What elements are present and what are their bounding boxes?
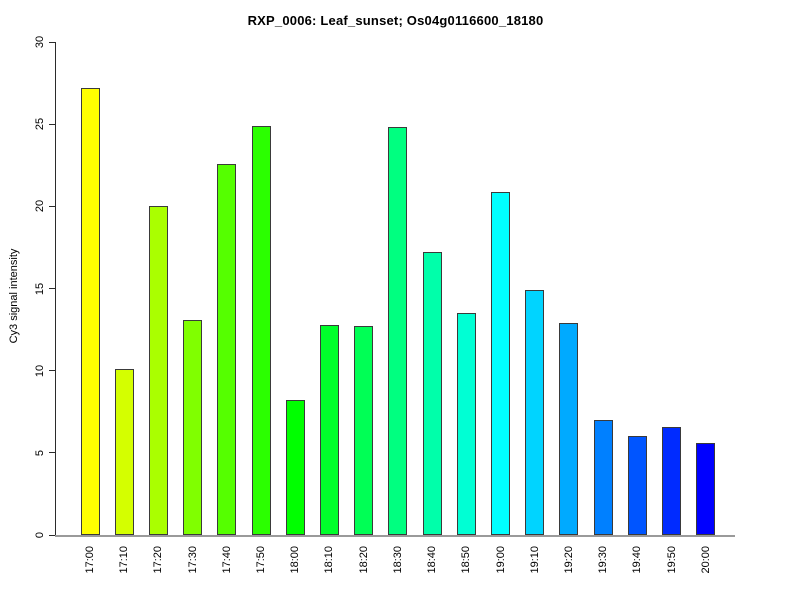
y-tick bbox=[49, 123, 55, 125]
x-tick-label: 18:50 bbox=[460, 546, 473, 574]
x-tick-label: 20:00 bbox=[699, 546, 712, 574]
bar bbox=[491, 191, 511, 535]
plot-area: 0 5 10 15 20 25 30 17:00 17:10 17:20 17:30 17:40 17:… bbox=[34, 36, 735, 574]
bar bbox=[251, 125, 271, 535]
y-tick-label: 25 bbox=[34, 118, 46, 131]
y-tick bbox=[49, 452, 55, 454]
bar bbox=[456, 313, 476, 535]
bar bbox=[388, 127, 408, 535]
y-axis-label: Cy3 signal intensity bbox=[8, 248, 20, 344]
y-tick bbox=[49, 205, 55, 207]
x-tick-label: 18:10 bbox=[323, 546, 336, 574]
x-tick-label: 17:40 bbox=[220, 546, 233, 574]
y-axis-line bbox=[55, 42, 56, 536]
y-tick-label: 20 bbox=[34, 200, 46, 213]
bar bbox=[627, 436, 647, 535]
x-tick-label: 17:00 bbox=[84, 546, 96, 574]
bar bbox=[80, 88, 100, 535]
bar bbox=[662, 426, 682, 535]
x-tick-label: 17:30 bbox=[186, 546, 199, 574]
x-tick-label: 17:50 bbox=[255, 546, 268, 574]
bar bbox=[593, 419, 613, 535]
x-axis-baseline bbox=[55, 535, 735, 537]
bar bbox=[696, 442, 716, 535]
x-tick-label: 19:50 bbox=[665, 546, 678, 574]
bar bbox=[525, 290, 545, 535]
y-tick-label: 30 bbox=[34, 35, 46, 49]
bar bbox=[148, 206, 168, 535]
bar bbox=[319, 324, 339, 535]
chart-title: RXP_0006: Leaf_sunset; Os04g0116600_1818… bbox=[247, 13, 544, 28]
bar bbox=[422, 252, 442, 535]
x-tick-label: 19:00 bbox=[494, 546, 507, 574]
x-tick-label: 19:20 bbox=[562, 546, 575, 574]
bar bbox=[354, 326, 374, 535]
x-tick-label: 19:40 bbox=[631, 546, 644, 574]
bar bbox=[114, 369, 134, 535]
y-tick bbox=[49, 288, 55, 289]
bar bbox=[217, 163, 237, 535]
bar bbox=[559, 323, 579, 535]
y-tick bbox=[49, 534, 55, 536]
y-tick-label: 10 bbox=[34, 364, 46, 377]
x-tick-label: 18:20 bbox=[357, 546, 370, 574]
x-tick-label: 19:30 bbox=[597, 546, 610, 574]
x-tick-label: 18:30 bbox=[391, 546, 404, 574]
y-tick bbox=[49, 41, 55, 43]
x-tick-label: 17:20 bbox=[152, 546, 165, 574]
bar bbox=[285, 400, 305, 535]
x-tick-label: 17:10 bbox=[118, 546, 131, 574]
y-tick-label: 0 bbox=[34, 531, 46, 539]
y-tick-label: 5 bbox=[34, 449, 46, 456]
x-tick-label: 18:40 bbox=[426, 546, 439, 574]
x-tick-label: 18:00 bbox=[289, 546, 302, 574]
y-tick bbox=[49, 370, 55, 372]
y-tick-label: 15 bbox=[34, 282, 46, 295]
bar bbox=[183, 319, 203, 535]
x-tick-label: 19:10 bbox=[528, 546, 541, 574]
